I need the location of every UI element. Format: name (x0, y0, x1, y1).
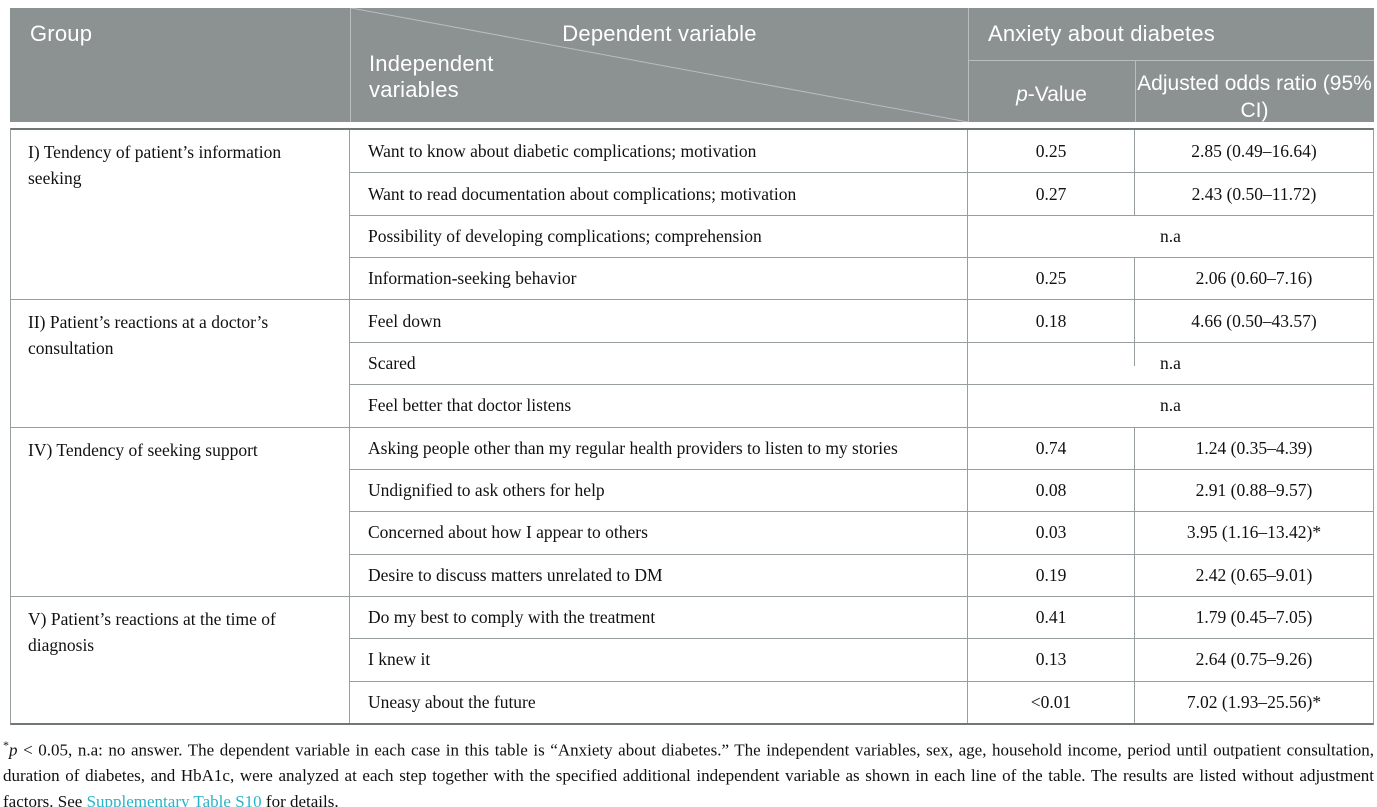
p-value-cell: 0.03 (968, 511, 1135, 554)
na-cell: n.a (968, 214, 1373, 257)
na-value: n.a (1160, 352, 1181, 373)
supplementary-table-link[interactable]: Supplementary Table S10 (86, 791, 262, 807)
odds-ratio-cell: 1.79 (0.45–7.05) (1135, 595, 1373, 638)
p-value-cell: <0.01 (968, 680, 1135, 723)
independent-variable-cell: Asking people other than my regular heal… (350, 426, 968, 469)
odds-ratio-cell: 4.66 (0.50–43.57) (1135, 299, 1373, 341)
na-cell: n.a (968, 341, 1373, 384)
independent-variable-cell: Scared (350, 341, 968, 385)
independent-variable-cell: Want to read documentation about complic… (350, 172, 968, 215)
independent-variable-cell: Uneasy about the future (350, 680, 968, 723)
odds-ratio-cell: 2.42 (0.65–9.01) (1135, 553, 1373, 596)
footnote-p-italic: p (9, 740, 18, 760)
odds-ratio-cell: 2.43 (0.50–11.72) (1135, 172, 1373, 214)
independent-variable-cell: Possibility of developing complications;… (350, 214, 968, 258)
group-label: IV) Tendency of seeking support (28, 439, 258, 460)
p-value-cell: 0.19 (968, 553, 1135, 596)
header-dependent-variable: Dependent variable (562, 21, 757, 46)
odds-ratio-cell: 2.85 (0.49–16.64) (1191, 140, 1317, 161)
significance-star: * (3, 738, 9, 752)
p-value-cell: 0.41 (968, 595, 1135, 639)
odds-ratio-cell: 2.64 (0.75–9.26) (1135, 638, 1373, 680)
header-adjusted-odds-ratio: Adjusted odds ratio (95% CI) (1137, 72, 1372, 122)
independent-variable-cell: Feel better that doctor listens (350, 384, 968, 427)
group-label: I) Tendency of patient’s information see… (28, 142, 282, 188)
header-group: Group (30, 21, 93, 46)
independent-variable-cell: Desire to discuss matters unrelated to D… (350, 553, 968, 596)
p-value-rest: -Value (1027, 83, 1087, 106)
p-value-cell: 0.08 (968, 468, 1135, 512)
table-header: Group Dependent variable Independent var… (10, 8, 1374, 122)
header-divider-vertical-2 (968, 8, 969, 122)
p-value-cell: 0.25 (968, 257, 1135, 300)
independent-variable-cell: I knew it (350, 638, 968, 681)
results-table: Group Dependent variable Independent var… (10, 8, 1374, 725)
na-cell: n.a (968, 384, 1373, 426)
odds-ratio-cell: 2.06 (0.60–7.16) (1135, 257, 1373, 299)
independent-variable-cell: Undignified to ask others for help (350, 468, 968, 512)
header-independent-variables: Independent variables (369, 51, 494, 102)
independent-variable-cell: Feel down (350, 299, 968, 342)
header-anxiety-about-diabetes: Anxiety about diabetes (988, 21, 1215, 46)
group-cell: V) Patient’s reactions at the time of di… (11, 595, 350, 723)
p-italic: p (1016, 83, 1028, 106)
group-label: V) Patient’s reactions at the time of di… (28, 608, 276, 655)
header-divider-vertical-1 (350, 8, 351, 122)
odds-ratio-cell: 3.95 (1.16–13.42)* (1135, 511, 1373, 553)
odds-ratio-cell: 7.02 (1.93–25.56)* (1135, 680, 1373, 723)
footnote-text-1: < 0.05, n.a: no answer. The dependent va… (3, 740, 1374, 807)
table-footnote: *p < 0.05, n.a: no answer. The dependent… (3, 733, 1374, 807)
group-cell: II) Patient’s reactions at a doctor’s co… (11, 299, 350, 427)
group-cell: I) Tendency of patient’s information see… (11, 130, 350, 300)
independent-variable-cell: Do my best to comply with the treatment (350, 595, 968, 639)
header-divider-vertical-3 (1135, 60, 1136, 122)
p-value-cell: 0.18 (968, 299, 1135, 342)
group-label: II) Patient’s reactions at a doctor’s co… (28, 312, 269, 359)
header-divider-horizontal (968, 60, 1374, 61)
p-value-cell: 0.74 (968, 426, 1135, 469)
partial-divider (1134, 342, 1135, 366)
group-cell: IV) Tendency of seeking support (11, 426, 350, 596)
odds-ratio-cell: 2.91 (0.88–9.57) (1135, 468, 1373, 511)
independent-variable-cell: Concerned about how I appear to others (350, 511, 968, 554)
table-body: I) Tendency of patient’s information see… (10, 128, 1374, 725)
p-value-cell: 0.27 (968, 172, 1135, 215)
header-p-value: p-Value (968, 83, 1135, 107)
footnote-text-2: for details. (261, 791, 339, 807)
independent-variable-cell: Want to know about diabetic complication… (350, 130, 968, 173)
p-value-cell: 0.13 (968, 638, 1135, 681)
odds-ratio-cell: 1.24 (0.35–4.39) (1135, 426, 1373, 469)
diagonal-divider (351, 8, 968, 122)
independent-variable-cell: Information-seeking behavior (350, 257, 968, 300)
p-value-cell: 0.25 (968, 130, 1135, 173)
